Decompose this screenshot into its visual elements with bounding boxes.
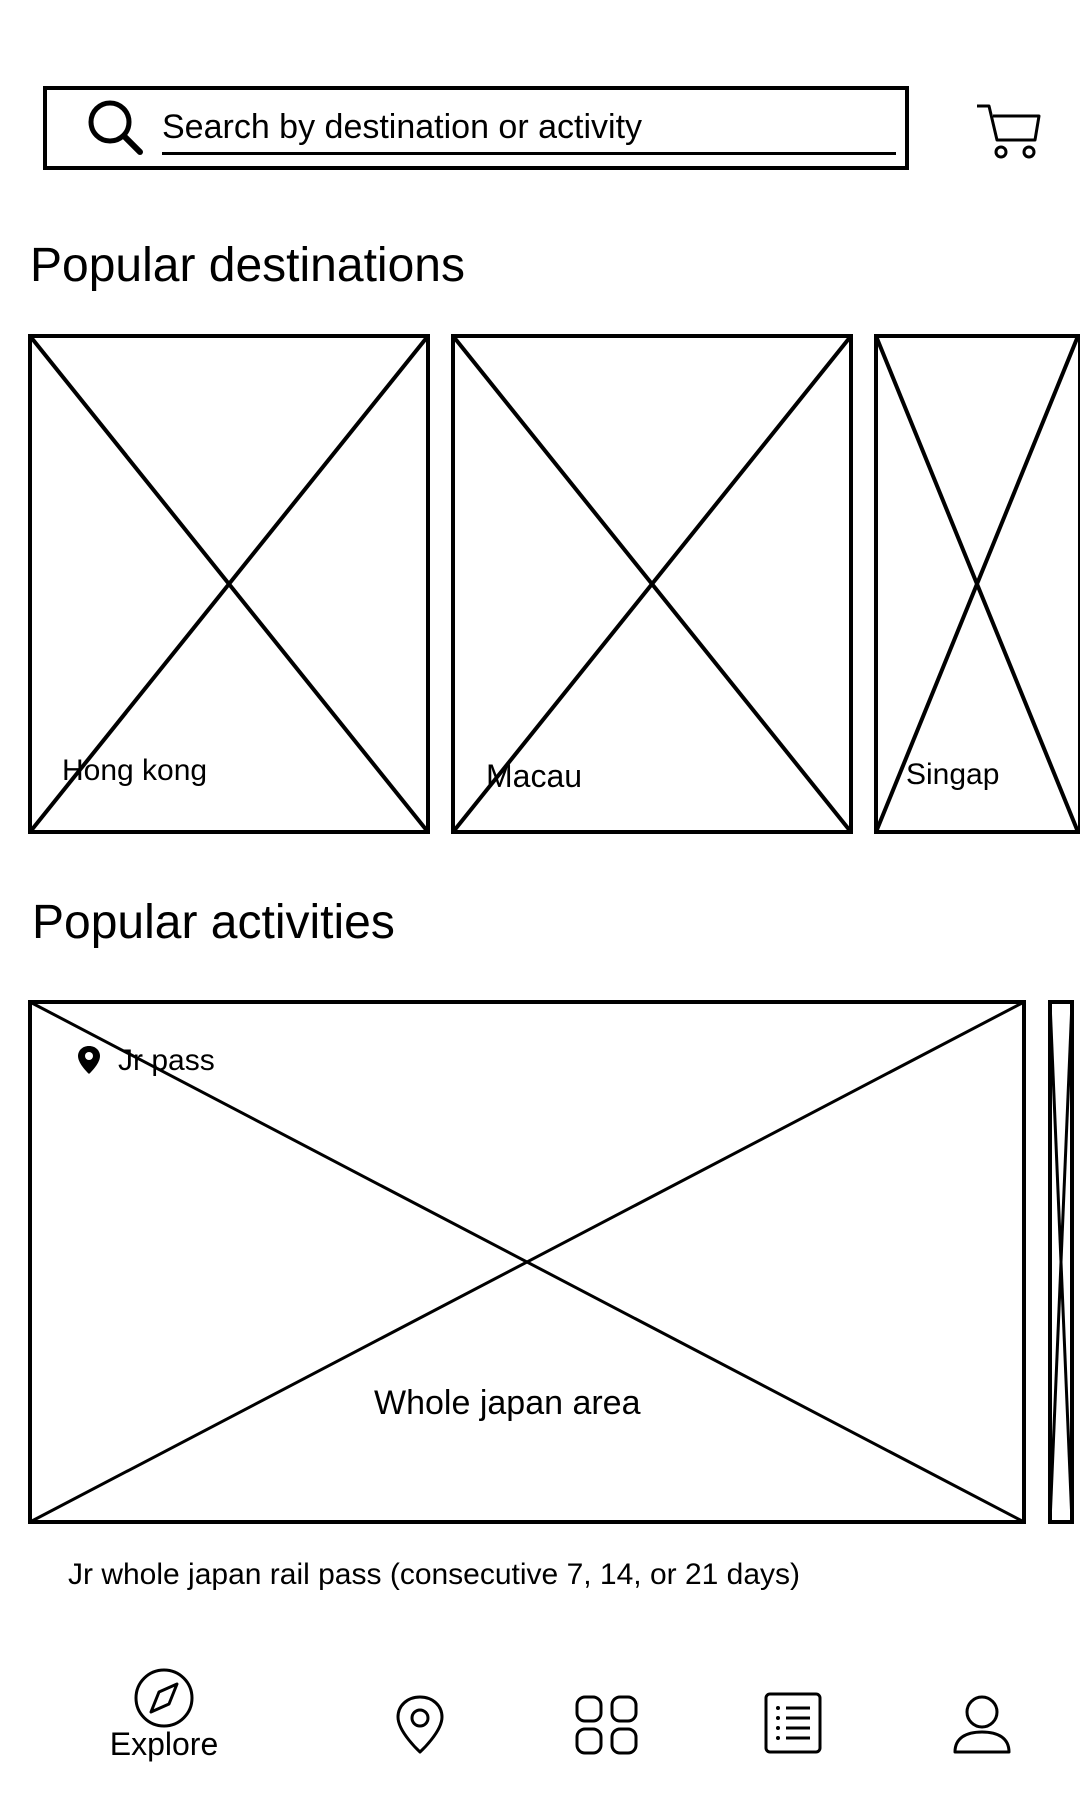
destination-card-hong-kong[interactable] <box>28 334 430 834</box>
destination-image-placeholder <box>451 334 853 834</box>
list-icon[interactable] <box>764 1692 822 1754</box>
activity-image-placeholder <box>28 1000 1026 1524</box>
user-icon[interactable] <box>952 1694 1012 1756</box>
activity-tag: Jr pass <box>118 1044 215 1077</box>
destination-card-macau[interactable] <box>451 334 853 834</box>
activity-card-next-peek[interactable] <box>1048 1000 1074 1524</box>
search-input[interactable]: Search by destination or activity <box>162 108 643 146</box>
destination-label: Macau <box>486 758 583 794</box>
section-title-activities: Popular activities <box>32 896 395 949</box>
destination-label: Hong kong <box>62 754 208 787</box>
nav-explore-label: Explore <box>109 1726 219 1762</box>
destination-image-placeholder <box>28 334 430 834</box>
activity-area: Whole japan area <box>374 1384 641 1422</box>
map-pin-icon[interactable] <box>394 1694 446 1756</box>
activity-caption[interactable]: Jr whole japan rail pass (consecutive 7,… <box>68 1558 801 1591</box>
activity-card-jr-pass[interactable] <box>28 1000 1026 1524</box>
nav-explore[interactable]: Explore <box>102 1668 226 1764</box>
search-bar[interactable] <box>43 86 909 170</box>
activity-image-placeholder <box>1048 1000 1074 1524</box>
destination-image-placeholder <box>874 334 1080 834</box>
search-icon[interactable] <box>86 98 146 158</box>
cart-icon[interactable] <box>975 100 1043 160</box>
location-pin-icon <box>76 1044 102 1076</box>
destination-label: Singap <box>906 758 1000 791</box>
destination-card-singapore[interactable] <box>874 334 1080 834</box>
compass-icon <box>133 1668 195 1728</box>
section-title-destinations: Popular destinations <box>30 239 465 292</box>
grid-icon[interactable] <box>574 1694 640 1756</box>
search-input-underline <box>162 152 896 155</box>
